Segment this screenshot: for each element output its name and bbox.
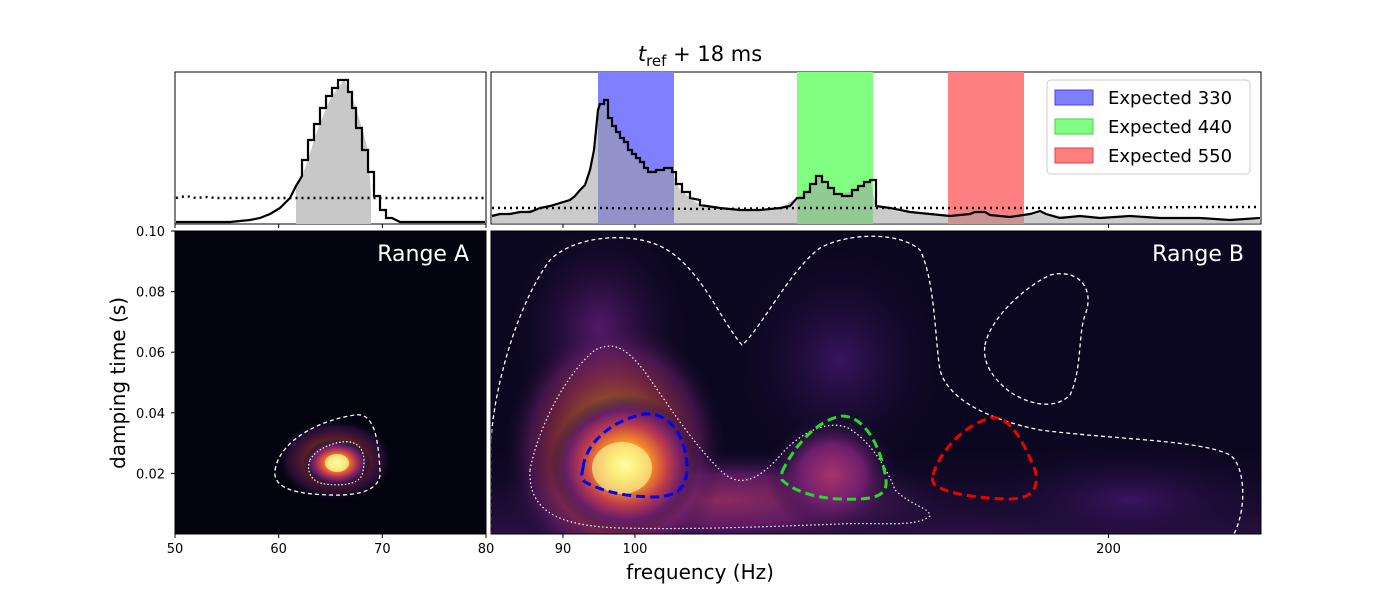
- y-axis-label: damping time (s): [106, 297, 130, 469]
- y-tick-label: 0.04: [136, 407, 165, 422]
- expected-550-band: [948, 72, 1024, 224]
- heatmap-b-secondary: [767, 415, 897, 534]
- x-tick-label: 70: [374, 542, 391, 557]
- x-tick-label: 200: [1096, 542, 1121, 557]
- x-tick-label: 60: [270, 542, 287, 557]
- histogram-a-shaded: [296, 80, 371, 224]
- range-b-label: Range B: [1152, 242, 1244, 267]
- contour-expected-440: [780, 414, 888, 501]
- histogram-a: [174, 71, 487, 225]
- y-axis: 0.02 0.04 0.06 0.08 0.10 damping time (s): [106, 225, 176, 534]
- x-tick-label: 100: [623, 542, 648, 557]
- heatmap-b-contour-outer: [491, 235, 1244, 534]
- legend-swatch-330: [1054, 89, 1094, 106]
- legend-label-440: Expected 440: [1108, 117, 1232, 138]
- histogram-b: Expected 330 Expected 440 Expected 550: [490, 71, 1262, 225]
- contour-expected-550: [931, 416, 1038, 501]
- heatmap-a-contour-outer: [274, 414, 381, 496]
- legend: Expected 330 Expected 440 Expected 550: [1046, 79, 1251, 175]
- legend-swatch-440: [1054, 118, 1094, 135]
- chart-title: tref + 18 ms: [638, 42, 762, 70]
- y-tick-label: 0.02: [136, 467, 165, 482]
- x-axis: 50 60 70 80 90 100 200 frequency (Hz): [167, 224, 1121, 584]
- heatmap-a: [175, 231, 486, 534]
- histogram-b-prior: [492, 205, 1260, 211]
- heatmap-b: [491, 231, 1261, 534]
- y-tick-label: 0.06: [136, 346, 165, 361]
- x-tick-label: 50: [167, 542, 184, 557]
- legend-label-330: Expected 330: [1108, 88, 1232, 109]
- y-tick-label: 0.08: [136, 286, 165, 301]
- x-axis-label: frequency (Hz): [626, 560, 774, 584]
- legend-swatch-550: [1054, 147, 1094, 164]
- histogram-b-outline: [491, 98, 1261, 222]
- heatmap-a-contour-inner: [307, 441, 365, 486]
- contour-expected-330: [580, 412, 689, 499]
- x-tick-label: 90: [555, 542, 572, 557]
- legend-label-550: Expected 550: [1108, 146, 1232, 167]
- heatmap-b-contour-inner: [529, 345, 931, 530]
- x-tick-label: 80: [478, 542, 495, 557]
- range-a-label: Range A: [377, 242, 469, 267]
- y-tick-label: 0.10: [136, 225, 165, 240]
